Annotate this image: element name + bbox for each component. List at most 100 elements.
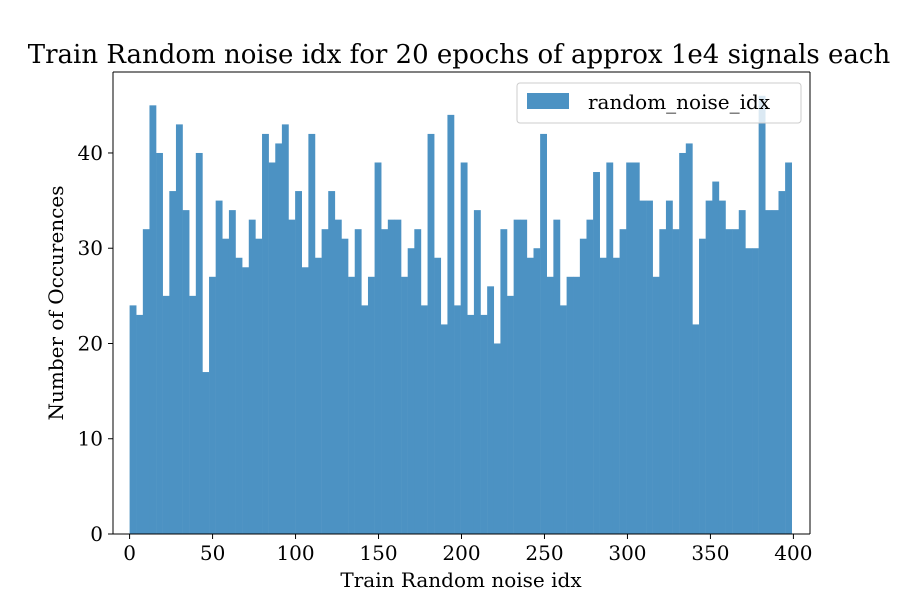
histogram-bar (361, 305, 369, 534)
histogram-bar (765, 210, 773, 534)
x-tick-label: 400 (774, 541, 812, 565)
histogram-bar (692, 324, 700, 534)
histogram-bar (586, 219, 594, 534)
histogram-bar (354, 229, 362, 534)
histogram-bar (778, 191, 786, 534)
histogram-bar (752, 248, 759, 535)
histogram-bar (394, 219, 402, 534)
histogram-bar (652, 276, 660, 534)
histogram-bar (612, 257, 620, 534)
histogram-bar (414, 229, 422, 534)
histogram-bar (156, 152, 163, 534)
x-tick-label: 0 (123, 541, 136, 565)
histogram-bar (745, 248, 753, 535)
histogram-bar (401, 276, 408, 534)
histogram-bar (712, 181, 720, 535)
x-tick-label: 150 (359, 541, 397, 565)
histogram-bar (447, 114, 455, 535)
histogram-bar (785, 162, 792, 535)
histogram-bar (639, 200, 647, 534)
histogram-bar (606, 162, 614, 535)
histogram-bar (149, 105, 157, 534)
x-tick-label: 350 (691, 541, 729, 565)
histogram-bar (235, 257, 243, 534)
legend-label: random_noise_idx (588, 90, 771, 114)
histogram-bar (626, 162, 634, 535)
x-tick-label: 200 (442, 541, 480, 565)
histogram-bar (367, 276, 375, 534)
histogram-bar (175, 124, 183, 534)
histogram-bar (659, 229, 667, 534)
histogram-bar (348, 276, 355, 534)
histogram-bar (222, 238, 230, 534)
histogram-bar (136, 314, 144, 534)
histogram-bar (341, 238, 349, 534)
legend-box (516, 82, 802, 124)
histogram-bar (493, 343, 501, 534)
histogram-bar (334, 219, 342, 534)
histogram-bar (646, 200, 653, 534)
histogram-bar (718, 200, 726, 534)
histogram-bar (771, 210, 779, 534)
histogram-bar (685, 143, 693, 534)
histogram-bar (758, 95, 766, 534)
histogram-bar (281, 124, 289, 534)
x-axis-ticks: 0 50 100 150 200 250 300 350 400 (123, 534, 812, 565)
histogram-bar (275, 143, 283, 534)
bars-group (129, 95, 792, 535)
histogram-bar (579, 238, 587, 534)
histogram-bar (725, 229, 733, 534)
histogram-bar (407, 248, 415, 535)
histogram-bar (189, 295, 197, 534)
histogram-bar (209, 276, 216, 534)
x-axis-label: Train Random noise idx (340, 568, 582, 592)
histogram-bar (513, 219, 521, 534)
histogram-bar (248, 219, 256, 534)
histogram-bar (328, 191, 336, 534)
legend: random_noise_idx (516, 82, 802, 124)
histogram-bar (559, 305, 567, 534)
histogram-bar (262, 133, 269, 535)
histogram-bar (665, 200, 673, 534)
histogram-bar (520, 219, 528, 534)
histogram-bar (546, 276, 554, 534)
histogram-bar (679, 152, 687, 534)
histogram-bar (599, 257, 607, 534)
y-tick-label: 40 (78, 141, 103, 165)
legend-swatch (527, 93, 569, 109)
x-tick-label: 300 (608, 541, 646, 565)
histogram-bar (440, 324, 448, 534)
x-tick-label: 100 (276, 541, 314, 565)
histogram-bar (420, 305, 428, 534)
histogram-bar (182, 210, 190, 534)
histogram-bar (162, 295, 170, 534)
histogram-bar (387, 219, 395, 534)
histogram-bar (215, 200, 223, 534)
y-tick-label: 20 (78, 331, 103, 355)
histogram-bar (507, 295, 514, 534)
histogram-bar (301, 267, 309, 534)
histogram-bar (315, 257, 322, 534)
y-tick-label: 0 (90, 522, 103, 546)
histogram-bar (434, 257, 442, 534)
histogram-bar (142, 229, 150, 534)
histogram-bar (242, 267, 250, 534)
histogram-bar (129, 305, 137, 534)
histogram-bar (473, 210, 481, 534)
histogram-bar (573, 276, 581, 534)
histogram-bar (374, 162, 382, 535)
histogram-bar (195, 152, 203, 534)
histogram-bar (540, 133, 547, 535)
histogram-bar (533, 248, 541, 535)
histogram-bar (460, 162, 468, 535)
histogram-bar (480, 314, 488, 534)
histogram-bar (169, 191, 177, 534)
histogram-bar (308, 133, 316, 535)
histogram-bar (202, 372, 210, 534)
histogram-bar (566, 276, 574, 534)
histogram-bar (381, 229, 389, 534)
histogram-bar (454, 305, 461, 534)
x-tick-label: 50 (200, 541, 225, 565)
histogram-bar (268, 162, 276, 535)
